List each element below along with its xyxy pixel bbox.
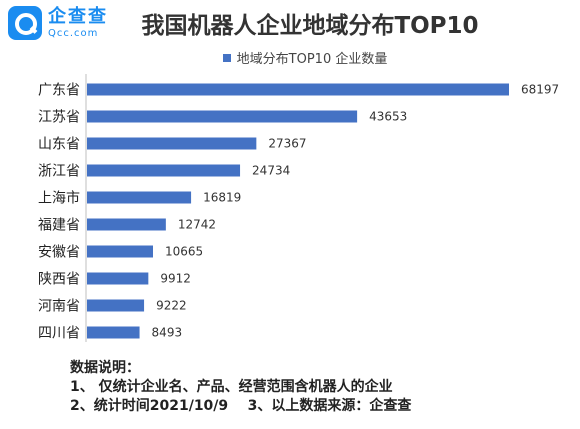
bar-chart: 广东省 68197 江苏省 43653 山东省 27367 浙江省 24734 上海市 16819… [38, 74, 559, 342]
value-label: 43653 [369, 110, 407, 124]
bar [87, 83, 509, 96]
category-label: 山东省 [38, 137, 80, 153]
bar [87, 299, 145, 312]
category-label: 江苏省 [38, 110, 80, 126]
category-label: 四川省 [38, 326, 80, 342]
brand-name-cn: 企查查 [48, 5, 108, 27]
bar [87, 218, 166, 231]
qcc-logo-icon [8, 6, 42, 40]
legend-label: 地域分布TOP10 企业数量 [236, 52, 388, 67]
bar [87, 110, 358, 123]
value-label: 9912 [160, 272, 191, 286]
data-notes: 数据说明： 1、 仅统计企业名、产品、经营范围含机器人的企业 2、统计时间202… [70, 359, 411, 416]
value-label: 24734 [252, 164, 290, 178]
value-label: 8493 [152, 326, 183, 340]
value-label: 68197 [521, 83, 559, 97]
notes-heading: 数据说明： [70, 360, 140, 376]
category-label: 浙江省 [38, 164, 80, 180]
chart-legend: 地域分布TOP10 企业数量 [0, 48, 580, 67]
value-label: 12742 [178, 218, 216, 232]
category-label: 广东省 [38, 83, 80, 99]
bar [87, 245, 153, 258]
category-label: 陕西省 [38, 272, 80, 288]
value-label: 9222 [156, 299, 187, 313]
value-label: 16819 [203, 191, 241, 205]
bar [87, 164, 241, 177]
value-label: 10665 [165, 245, 203, 259]
value-label: 27367 [268, 137, 306, 151]
bar [87, 272, 149, 285]
category-label: 安徽省 [38, 245, 80, 261]
notes-line-2: 2、统计时间2021/10/9 3、以上数据来源：企查查 [70, 398, 412, 414]
bar [87, 326, 140, 339]
category-label: 河南省 [38, 299, 80, 315]
legend-swatch [222, 53, 231, 62]
brand-logo: 企查查 Qcc.com [8, 6, 108, 40]
bar [87, 137, 257, 150]
chart-title: 我国机器人企业地域分布TOP10 [141, 13, 479, 39]
brand-name-en: Qcc.com [48, 27, 99, 39]
category-label: 上海市 [38, 190, 80, 207]
bar [87, 191, 192, 204]
category-label: 福建省 [38, 218, 80, 234]
brand-text: 企查查 Qcc.com [48, 5, 108, 39]
notes-line-1: 1、 仅统计企业名、产品、经营范围含机器人的企业 [70, 379, 393, 395]
